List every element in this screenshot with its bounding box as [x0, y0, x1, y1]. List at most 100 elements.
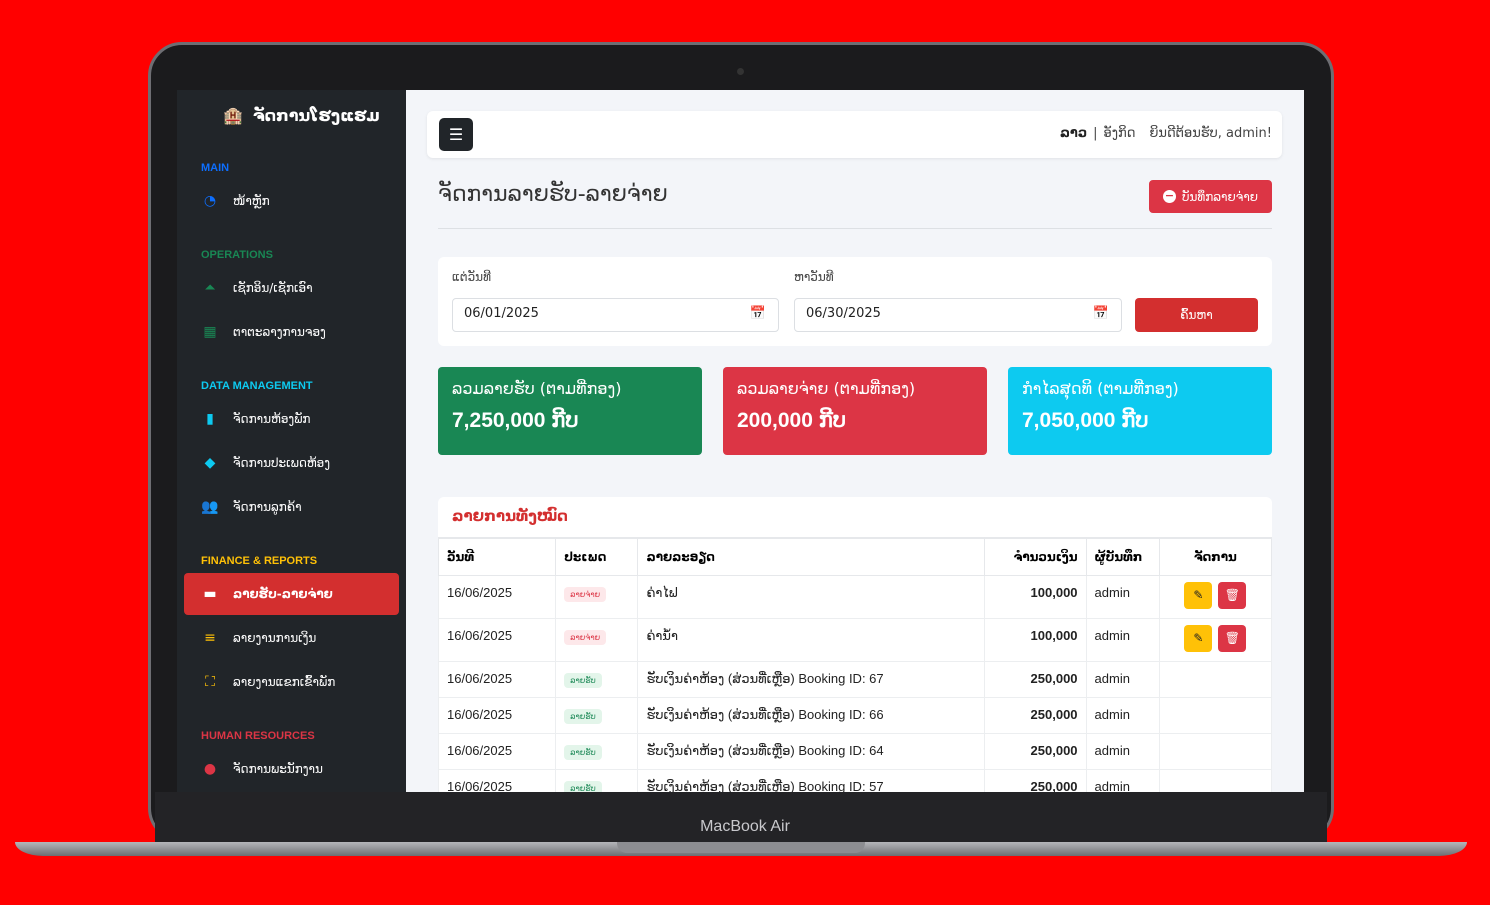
calendar-icon[interactable]: 📅	[1092, 306, 1109, 321]
card-title: ລວມລາຍຮັບ (ຕາມທີ່ກອງ)	[452, 379, 622, 398]
trash-icon: 🗑	[1224, 631, 1240, 645]
add-expense-label: ບັນທຶກລາຍຈ່າຍ	[1181, 189, 1259, 204]
card-title: ກຳໄລສຸດທິ (ຕາມທີ່ກອງ)	[1022, 379, 1179, 398]
type-badge: ລາຍຮັບ	[564, 780, 602, 792]
type-cell: ລາຍຮັບ	[555, 696, 639, 734]
sidebar-item[interactable]: ◔ ໜ້າຫຼັກ	[201, 181, 270, 221]
summary-card: ລວມລາຍຮັບ (ຕາມທີ່ກອງ) 7,250,000 ກີບ	[438, 367, 702, 455]
lang-separator: |	[1093, 126, 1098, 141]
sidebar-item[interactable]: ▮ ຈັດການຫ້ອງພັກ	[201, 399, 310, 439]
table-row: 16/06/2025 ລາຍຮັບ ຮັບເງິນຄ່າຫ້ອງ (ສ່ວນທີ…	[437, 696, 1273, 734]
actions-cell: ✎ 🗑	[1158, 617, 1273, 662]
date-cell: 16/06/2025	[437, 617, 557, 662]
sidebar-item-label: ຈັດການພະນັກງານ	[233, 762, 323, 776]
lang-en-link[interactable]: ອັງກິດ	[1103, 126, 1136, 141]
table-row: 16/06/2025 ລາຍຮັບ ຮັບເງິນຄ່າຫ້ອງ (ສ່ວນທີ…	[437, 768, 1273, 792]
welcome-text: ຍິນດີຕ້ອນຮັບ, admin!	[1149, 126, 1272, 141]
type-badge: ລາຍຈ່າຍ	[564, 629, 607, 645]
sidebar-item[interactable]: ▦ ຕາຕະລາງການຈອງ	[201, 312, 326, 352]
amount-cell: 100,000	[984, 617, 1087, 662]
to-date-value: 06/30/2025	[806, 306, 881, 321]
sidebar-item-label: ຕາຕະລາງການຈອງ	[233, 325, 326, 339]
card-title: ລວມລາຍຈ່າຍ (ຕາມທີ່ກອງ)	[737, 379, 916, 398]
amount-cell: 100,000	[984, 574, 1087, 619]
type-cell: ລາຍຮັບ	[555, 768, 639, 792]
sidebar-item-label: ລາຍຮັບ-ລາຍຈ່າຍ	[233, 587, 333, 601]
to-date-input[interactable]: 06/30/2025 📅	[794, 298, 1122, 332]
card-value: 200,000 ກີບ	[737, 409, 846, 432]
type-badge: ລາຍຮັບ	[564, 744, 602, 760]
recorded-by-cell: admin	[1085, 768, 1160, 792]
sidebar-item[interactable]: ▬ ລາຍຮັບ-ລາຍຈ່າຍ	[184, 573, 399, 615]
column-header[interactable]: ຜູ້ບັນທຶກ	[1085, 537, 1160, 576]
section-label: FINANCE & REPORTS	[201, 555, 318, 567]
column-header[interactable]: ຈຳນວນເງິນ	[984, 537, 1087, 576]
date-cell: 16/06/2025	[437, 574, 557, 619]
amount-cell: 250,000	[984, 696, 1087, 734]
recorded-by-cell: admin	[1085, 574, 1160, 619]
edit-button[interactable]: ✎	[1184, 581, 1213, 609]
actions-cell	[1158, 660, 1273, 698]
trash-icon: 🗑	[1224, 588, 1240, 602]
description-cell: ຄ່າໄຟ	[637, 574, 986, 619]
to-date-label: ຫາວັນທີ	[794, 270, 834, 284]
calendar-icon: ▦	[203, 324, 217, 340]
section-label: DATA MANAGEMENT	[201, 380, 313, 392]
actions-cell	[1158, 732, 1273, 770]
section-label: MAIN	[201, 162, 230, 174]
description-cell: ຮັບເງິນຄ່າຫ້ອງ (ສ່ວນທີ່ເຫຼືອ) Booking ID…	[637, 696, 986, 734]
type-cell: ລາຍຮັບ	[555, 660, 639, 698]
table-row: 16/06/2025 ລາຍຈ່າຍ ຄ່າໄຟ 100,000 admin ✎…	[437, 574, 1273, 619]
sidebar-item[interactable]: 👥 ຈັດການລູກຄ້າ	[201, 487, 301, 527]
sidebar-item[interactable]: ≡ ລາຍງານການເງິນ	[201, 618, 316, 658]
edit-icon: ✎	[1193, 588, 1204, 602]
from-date-input[interactable]: 06/01/2025 📅	[452, 298, 779, 332]
page-title: ຈັດການລາຍຮັບ-ລາຍຈ່າຍ	[438, 182, 668, 207]
search-button[interactable]: ຄົ້ນຫາ	[1135, 298, 1258, 332]
laptop-notch	[617, 842, 865, 853]
app-logo[interactable]: 🏨 ຈັດການໂຮງແຮມ	[223, 106, 380, 125]
from-date-label: ແຕ່ວັນທີ	[452, 270, 491, 284]
edit-button[interactable]: ✎	[1184, 624, 1213, 652]
tags-icon: ◆	[204, 455, 216, 471]
guests-icon: ⛶	[205, 674, 215, 690]
sidebar-item[interactable]: ⛶ ລາຍງານແຂກເຂົ້າພັກ	[201, 662, 335, 702]
date-cell: 16/06/2025	[437, 768, 557, 792]
amount-cell: 250,000	[984, 768, 1087, 792]
amount-cell: 250,000	[984, 660, 1087, 698]
divider	[438, 228, 1272, 229]
transactions-table: ວັນທີ ປະເພດ ລາຍລະອຽດ ຈຳນວນເງິນ ຜູ້ບັນທຶກ ຈັດກ…	[437, 537, 1273, 792]
user-tie-icon: ●	[203, 761, 217, 777]
sidebar-item[interactable]: ⏶ ເຊັກອິນ/ເຊັກເອົາ	[201, 268, 312, 308]
type-cell: ລາຍຮັບ	[555, 732, 639, 770]
recorded-by-cell: admin	[1085, 696, 1160, 734]
menu-toggle-button[interactable]: ☰	[439, 118, 473, 151]
table-row: 16/06/2025 ລາຍຈ່າຍ ຄ່ານ້ຳ 100,000 admin …	[437, 617, 1273, 662]
dashboard-icon: ◔	[203, 193, 217, 209]
delete-button[interactable]: 🗑	[1218, 581, 1247, 609]
description-cell: ຮັບເງິນຄ່າຫ້ອງ (ສ່ວນທີ່ເຫຼືອ) Booking ID…	[637, 660, 986, 698]
type-cell: ລາຍຈ່າຍ	[555, 574, 639, 619]
delete-button[interactable]: 🗑	[1218, 624, 1247, 652]
camera	[737, 68, 744, 75]
from-date-value: 06/01/2025	[464, 306, 539, 321]
lang-lao-link[interactable]: ລາວ	[1059, 126, 1088, 141]
menu-icon: ☰	[448, 125, 464, 144]
transactions-panel: ລາຍການທັງໝົດ ວັນທີ ປະເພດ ລາຍລະອຽດ ຈຳນວນເງິນ…	[437, 497, 1273, 792]
column-header[interactable]: ປະເພດ	[555, 537, 639, 576]
sidebar-item[interactable]: ◆ ຈັດການປະເພດຫ້ອງ	[201, 443, 330, 483]
column-header[interactable]: ຈັດການ	[1158, 537, 1273, 576]
column-header[interactable]: ລາຍລະອຽດ	[637, 537, 986, 576]
sidebar-item-label: ລາຍງານແຂກເຂົ້າພັກ	[233, 675, 336, 689]
recorded-by-cell: admin	[1085, 732, 1160, 770]
sidebar-item[interactable]: ● ຈັດການພະນັກງານ	[201, 749, 323, 789]
section-label: OPERATIONS	[201, 249, 273, 261]
sidebar-item-label: ຈັດການປະເພດຫ້ອງ	[233, 456, 331, 470]
hotel-icon: 🏨	[223, 106, 243, 125]
add-expense-button[interactable]: − ບັນທຶກລາຍຈ່າຍ	[1149, 180, 1272, 213]
calendar-icon[interactable]: 📅	[749, 306, 766, 321]
column-header[interactable]: ວັນທີ	[437, 537, 557, 576]
laptop-chin	[155, 792, 1327, 842]
edit-icon: ✎	[1193, 631, 1204, 645]
card-value: 7,050,000 ກີບ	[1022, 409, 1149, 432]
